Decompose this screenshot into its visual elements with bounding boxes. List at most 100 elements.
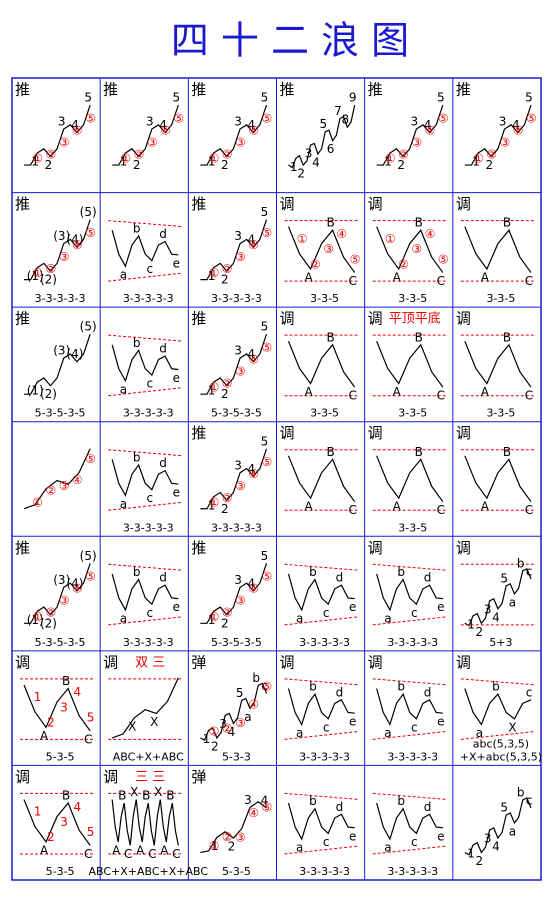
wave-label: e [173, 256, 180, 270]
wave-label: c [411, 606, 418, 620]
formula: 5-3-5 [46, 750, 75, 763]
sub-wave-label: ⑤ [173, 111, 184, 125]
wave-label: b [309, 680, 317, 694]
sub-wave-label: ② [486, 147, 497, 161]
sub-wave-label: ⑤ [262, 800, 273, 814]
formula: 3-3-3-3-3 [387, 865, 438, 878]
sub-wave-label: ④ [72, 123, 83, 137]
wave-label: B [503, 216, 511, 230]
wave-label: 3 [499, 115, 507, 129]
wave-line [111, 799, 179, 846]
wave-label: C [437, 274, 445, 288]
wave-line [23, 448, 91, 510]
sub-wave-label: ⑤ [85, 111, 96, 125]
wave-label: b [133, 221, 141, 235]
sub-wave-label: ④ [248, 238, 259, 252]
wave-label: C [172, 847, 180, 861]
wave-label: (5) [80, 549, 97, 563]
formula: 3-3-3-3-3 [299, 636, 350, 649]
wave-label: 2 [221, 502, 229, 516]
wave-label: 4 [71, 118, 79, 132]
sub-wave-label: ③ [147, 135, 158, 149]
wave-label: d [336, 800, 344, 814]
sub-wave-label: ④ [248, 123, 259, 137]
formula: 3-3-3-3-3 [211, 521, 262, 534]
cell-note: 双 三 [135, 655, 165, 670]
guide-line [284, 616, 359, 626]
wave-label: (1) [27, 384, 44, 398]
cell-type: 推 [191, 539, 206, 557]
wave-label: B [326, 216, 334, 230]
wave-label: 5 [261, 434, 269, 448]
wave-label: 3 [219, 717, 227, 731]
wave-label: b [517, 556, 525, 570]
sub-wave-label: ② [398, 147, 409, 161]
wave-line [23, 219, 91, 281]
sub-wave-label: ① [209, 266, 220, 280]
wave-label: 3 [58, 115, 66, 129]
wave-label: C [348, 274, 356, 288]
sub-wave-label: 3 [60, 815, 68, 829]
guide-line [372, 678, 447, 686]
wave-label: c [147, 377, 154, 391]
wave-label: 3 [234, 573, 242, 587]
wave-label: 3 [234, 344, 242, 358]
wave-label: e [349, 715, 356, 729]
wave-label: C [437, 389, 445, 403]
wave-label: 3 [305, 147, 313, 161]
wave-label: 4 [424, 118, 432, 132]
sub-wave-label: ① [209, 610, 220, 624]
wave-label: c [323, 606, 330, 620]
cell-type: 调 [456, 539, 471, 557]
wave-line [200, 104, 268, 166]
guide-line [284, 730, 359, 740]
guide-line [284, 845, 359, 855]
formula: 3-3-5 [310, 407, 339, 420]
wave-label: a [296, 611, 303, 625]
guide-line [108, 563, 183, 571]
cell-type: 调 [280, 653, 295, 671]
cell-type: 推 [15, 195, 30, 213]
sub-wave-label: ② [45, 606, 56, 620]
wave-label: e [349, 600, 356, 614]
formula: 3-3-3-3-3 [211, 292, 262, 305]
formula: ABC+X+ABC [113, 750, 184, 763]
wave-label: A [481, 271, 490, 285]
sub-wave-label: ⑤ [438, 111, 449, 125]
formula: 5-3-5 [46, 865, 75, 878]
wave-label: 4 [228, 725, 236, 739]
wave-label: 2 [211, 739, 219, 753]
wave-label: (1) [27, 613, 44, 627]
wave-label: 5 [261, 320, 269, 334]
wave-line [23, 334, 91, 395]
wave-label: d [159, 571, 167, 585]
wave-label: 5 [84, 91, 92, 105]
wave-label: 1 [120, 155, 128, 169]
wave-label: 1 [208, 384, 216, 398]
sub-wave-label: ④ [248, 467, 259, 481]
wave-label: 4 [492, 840, 500, 854]
wave-line [376, 688, 443, 727]
wave-label: A [393, 500, 402, 514]
guide-line [108, 272, 183, 282]
wave-label: 2 [228, 840, 236, 854]
wave-label: 2 [221, 158, 229, 172]
wave-label: e [437, 715, 444, 729]
formula: 5+3 [489, 636, 512, 649]
wave-label: 1 [208, 498, 216, 512]
guide-line [284, 678, 359, 686]
wave-label: 1 [211, 839, 219, 853]
sub-wave-label: ③ [235, 135, 246, 149]
wave-label: 2 [485, 158, 493, 172]
sub-wave-label: ⑤ [438, 252, 449, 266]
guide-line [284, 792, 359, 800]
wave-label: B [415, 216, 423, 230]
wave-line [464, 455, 532, 503]
formula: 3-3-3-3-3 [299, 865, 350, 878]
wave-line [464, 797, 532, 856]
wave-label: d [424, 800, 432, 814]
formula: 3-3-3-3-3 [123, 407, 174, 420]
sub-wave-label: ④ [72, 238, 83, 252]
formula: 3-3-3-3-3 [123, 292, 174, 305]
guide-line [372, 792, 447, 800]
